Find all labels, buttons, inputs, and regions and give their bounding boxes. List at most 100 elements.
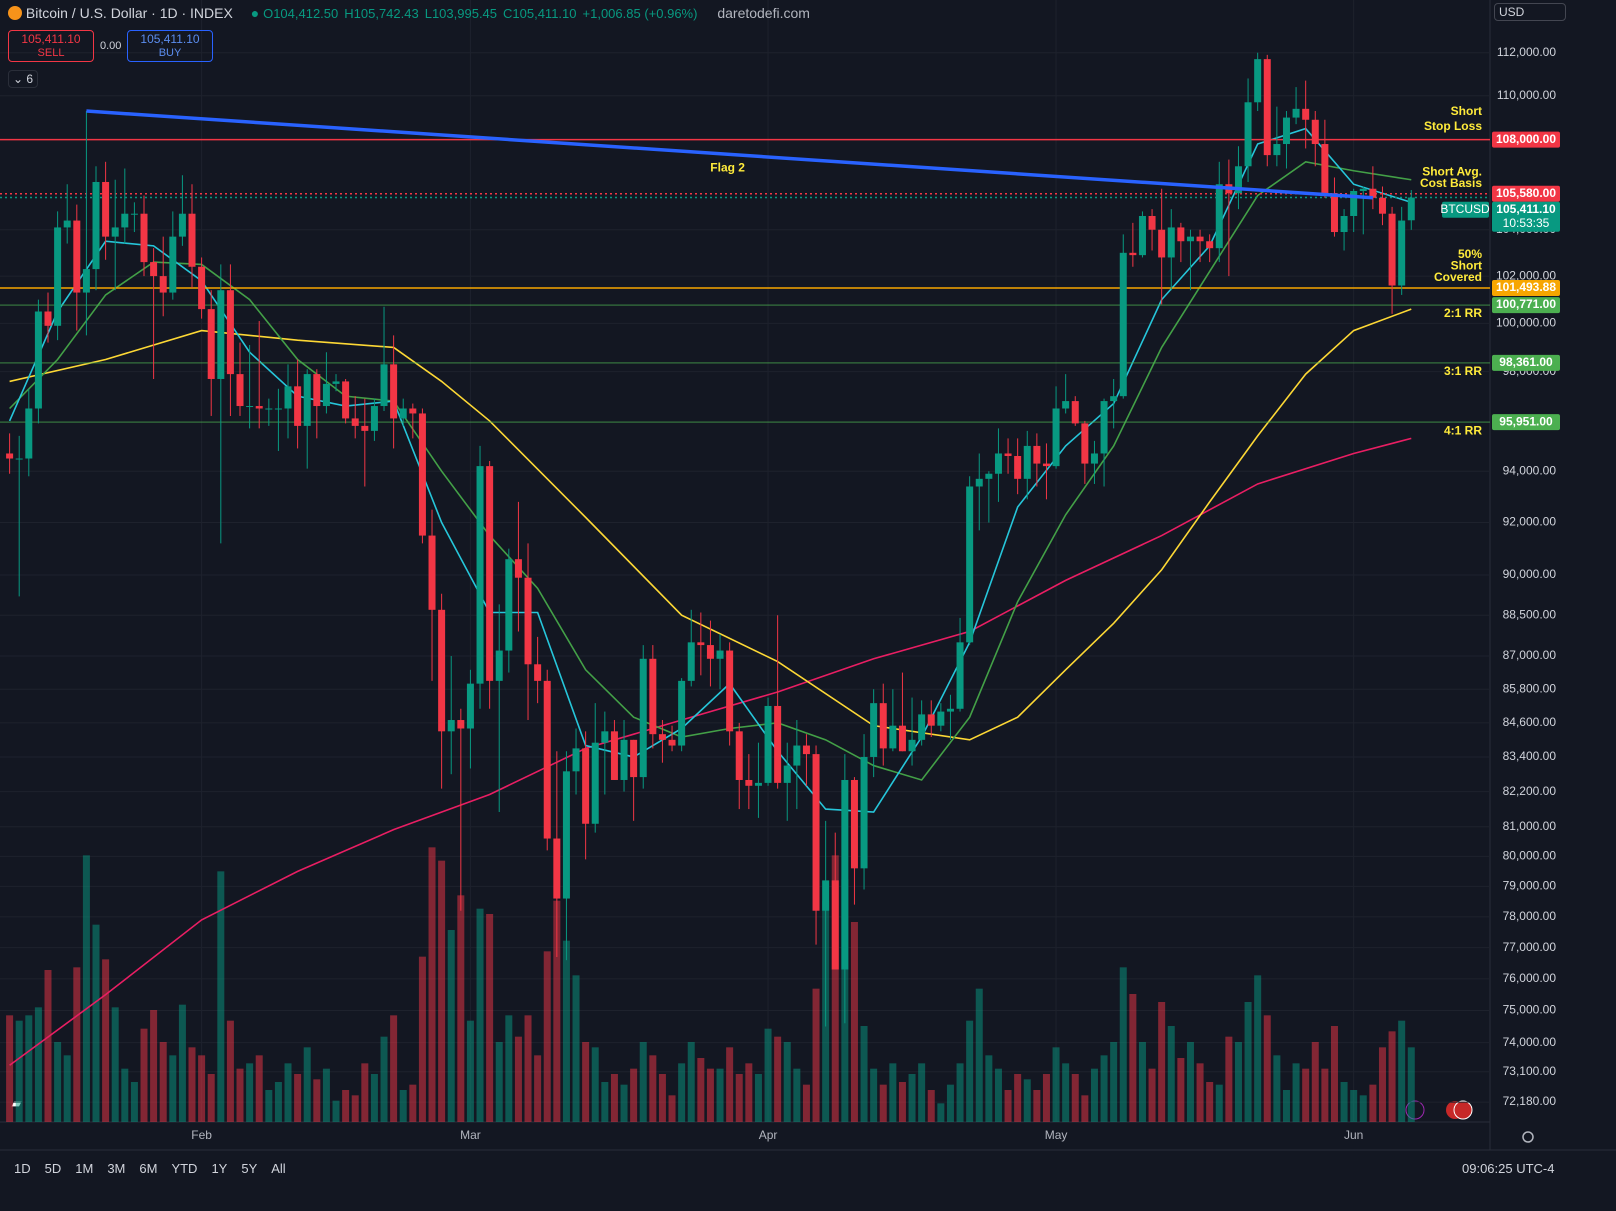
volume-bar	[1340, 1082, 1348, 1122]
ohlc-value: H105,742.43	[344, 6, 419, 21]
volume-bar	[1254, 975, 1262, 1122]
sell-button[interactable]: 105,411.10 SELL	[8, 30, 94, 62]
volume-bar	[121, 1068, 129, 1122]
volume-bar	[764, 1028, 772, 1122]
candle-body	[150, 262, 158, 277]
price-label: 105,411.10	[1496, 202, 1556, 216]
volume-bar	[514, 1036, 522, 1122]
volume-bar	[495, 1042, 503, 1122]
volume-bar	[380, 1036, 388, 1122]
price-label-box	[1492, 185, 1560, 202]
candle-body	[620, 739, 628, 780]
price-label: 98,361.00	[1499, 355, 1553, 369]
range-button[interactable]: 5Y	[241, 1161, 258, 1176]
volume-bar	[1186, 1042, 1194, 1122]
candle-body	[1282, 117, 1290, 145]
candle-body	[1071, 401, 1079, 424]
range-button[interactable]: 3M	[107, 1161, 126, 1176]
volume-bar	[1292, 1063, 1300, 1122]
volume-bar	[1321, 1068, 1329, 1122]
y-tick-label: 82,200.00	[1503, 784, 1557, 798]
candle-body	[274, 408, 282, 410]
candle-body	[409, 408, 417, 414]
alert-icon[interactable]	[1405, 1100, 1425, 1120]
volume-bar	[1138, 1042, 1146, 1122]
currency-select[interactable]: USD	[1494, 3, 1566, 21]
candle-body	[476, 466, 484, 684]
candle-body	[1388, 213, 1396, 286]
volume-bar	[1359, 1095, 1367, 1122]
volume-bar	[92, 924, 100, 1122]
volume-bar	[1225, 1036, 1233, 1122]
buy-label: BUY	[158, 47, 182, 59]
candle-body	[754, 782, 762, 786]
candle-body	[975, 478, 983, 487]
volume-bar	[1158, 1002, 1166, 1122]
candle-body	[1311, 119, 1319, 145]
volume-bar	[1350, 1090, 1358, 1122]
level-note: Cost Basis	[1420, 176, 1482, 190]
symbol: Bitcoin / U.S. Dollar · 1D · INDEX	[25, 5, 233, 21]
candle-body	[514, 559, 522, 578]
candle-body	[1369, 188, 1377, 198]
candle-body	[1292, 108, 1300, 118]
volume-bar	[994, 1068, 1002, 1122]
volume-bar	[1167, 1026, 1175, 1122]
range-button[interactable]: 5D	[44, 1161, 62, 1176]
candle-body	[1206, 241, 1214, 249]
range-button[interactable]: 1Y	[211, 1161, 228, 1176]
y-tick-label: 110,000.00	[1497, 88, 1556, 102]
candle-body	[1263, 59, 1271, 156]
candle-body	[543, 680, 551, 839]
settings-icon[interactable]	[1522, 1131, 1534, 1143]
candle-body	[34, 311, 42, 409]
candle-body	[54, 227, 62, 326]
symbol-tag-box	[1442, 201, 1489, 218]
indicator-toggle[interactable]: ⌄ 6	[8, 70, 38, 88]
candle-body	[505, 559, 513, 651]
buy-button[interactable]: 105,411.10 BUY	[127, 30, 213, 62]
y-tick-label: 94,000.00	[1503, 463, 1557, 477]
volume-bar	[630, 1068, 638, 1122]
volume-bar	[1014, 1074, 1022, 1122]
volume-bar	[1311, 1042, 1319, 1122]
coin-icon	[8, 6, 22, 20]
candle-body	[1350, 191, 1358, 216]
volume-bar	[678, 1063, 686, 1122]
volume-bar	[610, 1074, 618, 1122]
volume-bar	[706, 1068, 714, 1122]
flag-icon[interactable]	[1453, 1100, 1473, 1120]
volume-bar	[1369, 1084, 1377, 1122]
volume-bar	[927, 1090, 935, 1122]
range-button[interactable]: 1D	[14, 1161, 31, 1176]
candle-body	[466, 683, 474, 729]
candle-body	[265, 408, 273, 410]
range-button[interactable]: YTD	[171, 1161, 198, 1176]
volume-bar	[1081, 1095, 1089, 1122]
volume-bar	[620, 1084, 628, 1122]
candle-body	[130, 213, 138, 215]
candle-body	[687, 642, 695, 681]
range-button[interactable]: All	[271, 1161, 286, 1176]
volume-bar	[466, 1020, 474, 1122]
range-button[interactable]: 6M	[139, 1161, 158, 1176]
candle-body	[783, 765, 791, 783]
y-tick-label: 100,000.00	[1496, 316, 1556, 330]
price-label-box	[1492, 414, 1560, 431]
candle-body	[1359, 188, 1367, 192]
price-label-box	[1492, 131, 1560, 148]
candle-body	[1244, 102, 1252, 167]
volume-bar	[1302, 1068, 1310, 1122]
volume-bar	[486, 914, 494, 1122]
candle-body	[889, 725, 897, 749]
volume-bar	[130, 1082, 138, 1122]
range-button[interactable]: 1M	[75, 1161, 94, 1176]
candle-body	[102, 181, 110, 237]
price-label-box	[1492, 354, 1560, 371]
volume-bar	[1148, 1068, 1156, 1122]
volume-bar	[447, 930, 455, 1122]
candle-body	[726, 650, 734, 732]
volume-bar	[1033, 1090, 1041, 1122]
